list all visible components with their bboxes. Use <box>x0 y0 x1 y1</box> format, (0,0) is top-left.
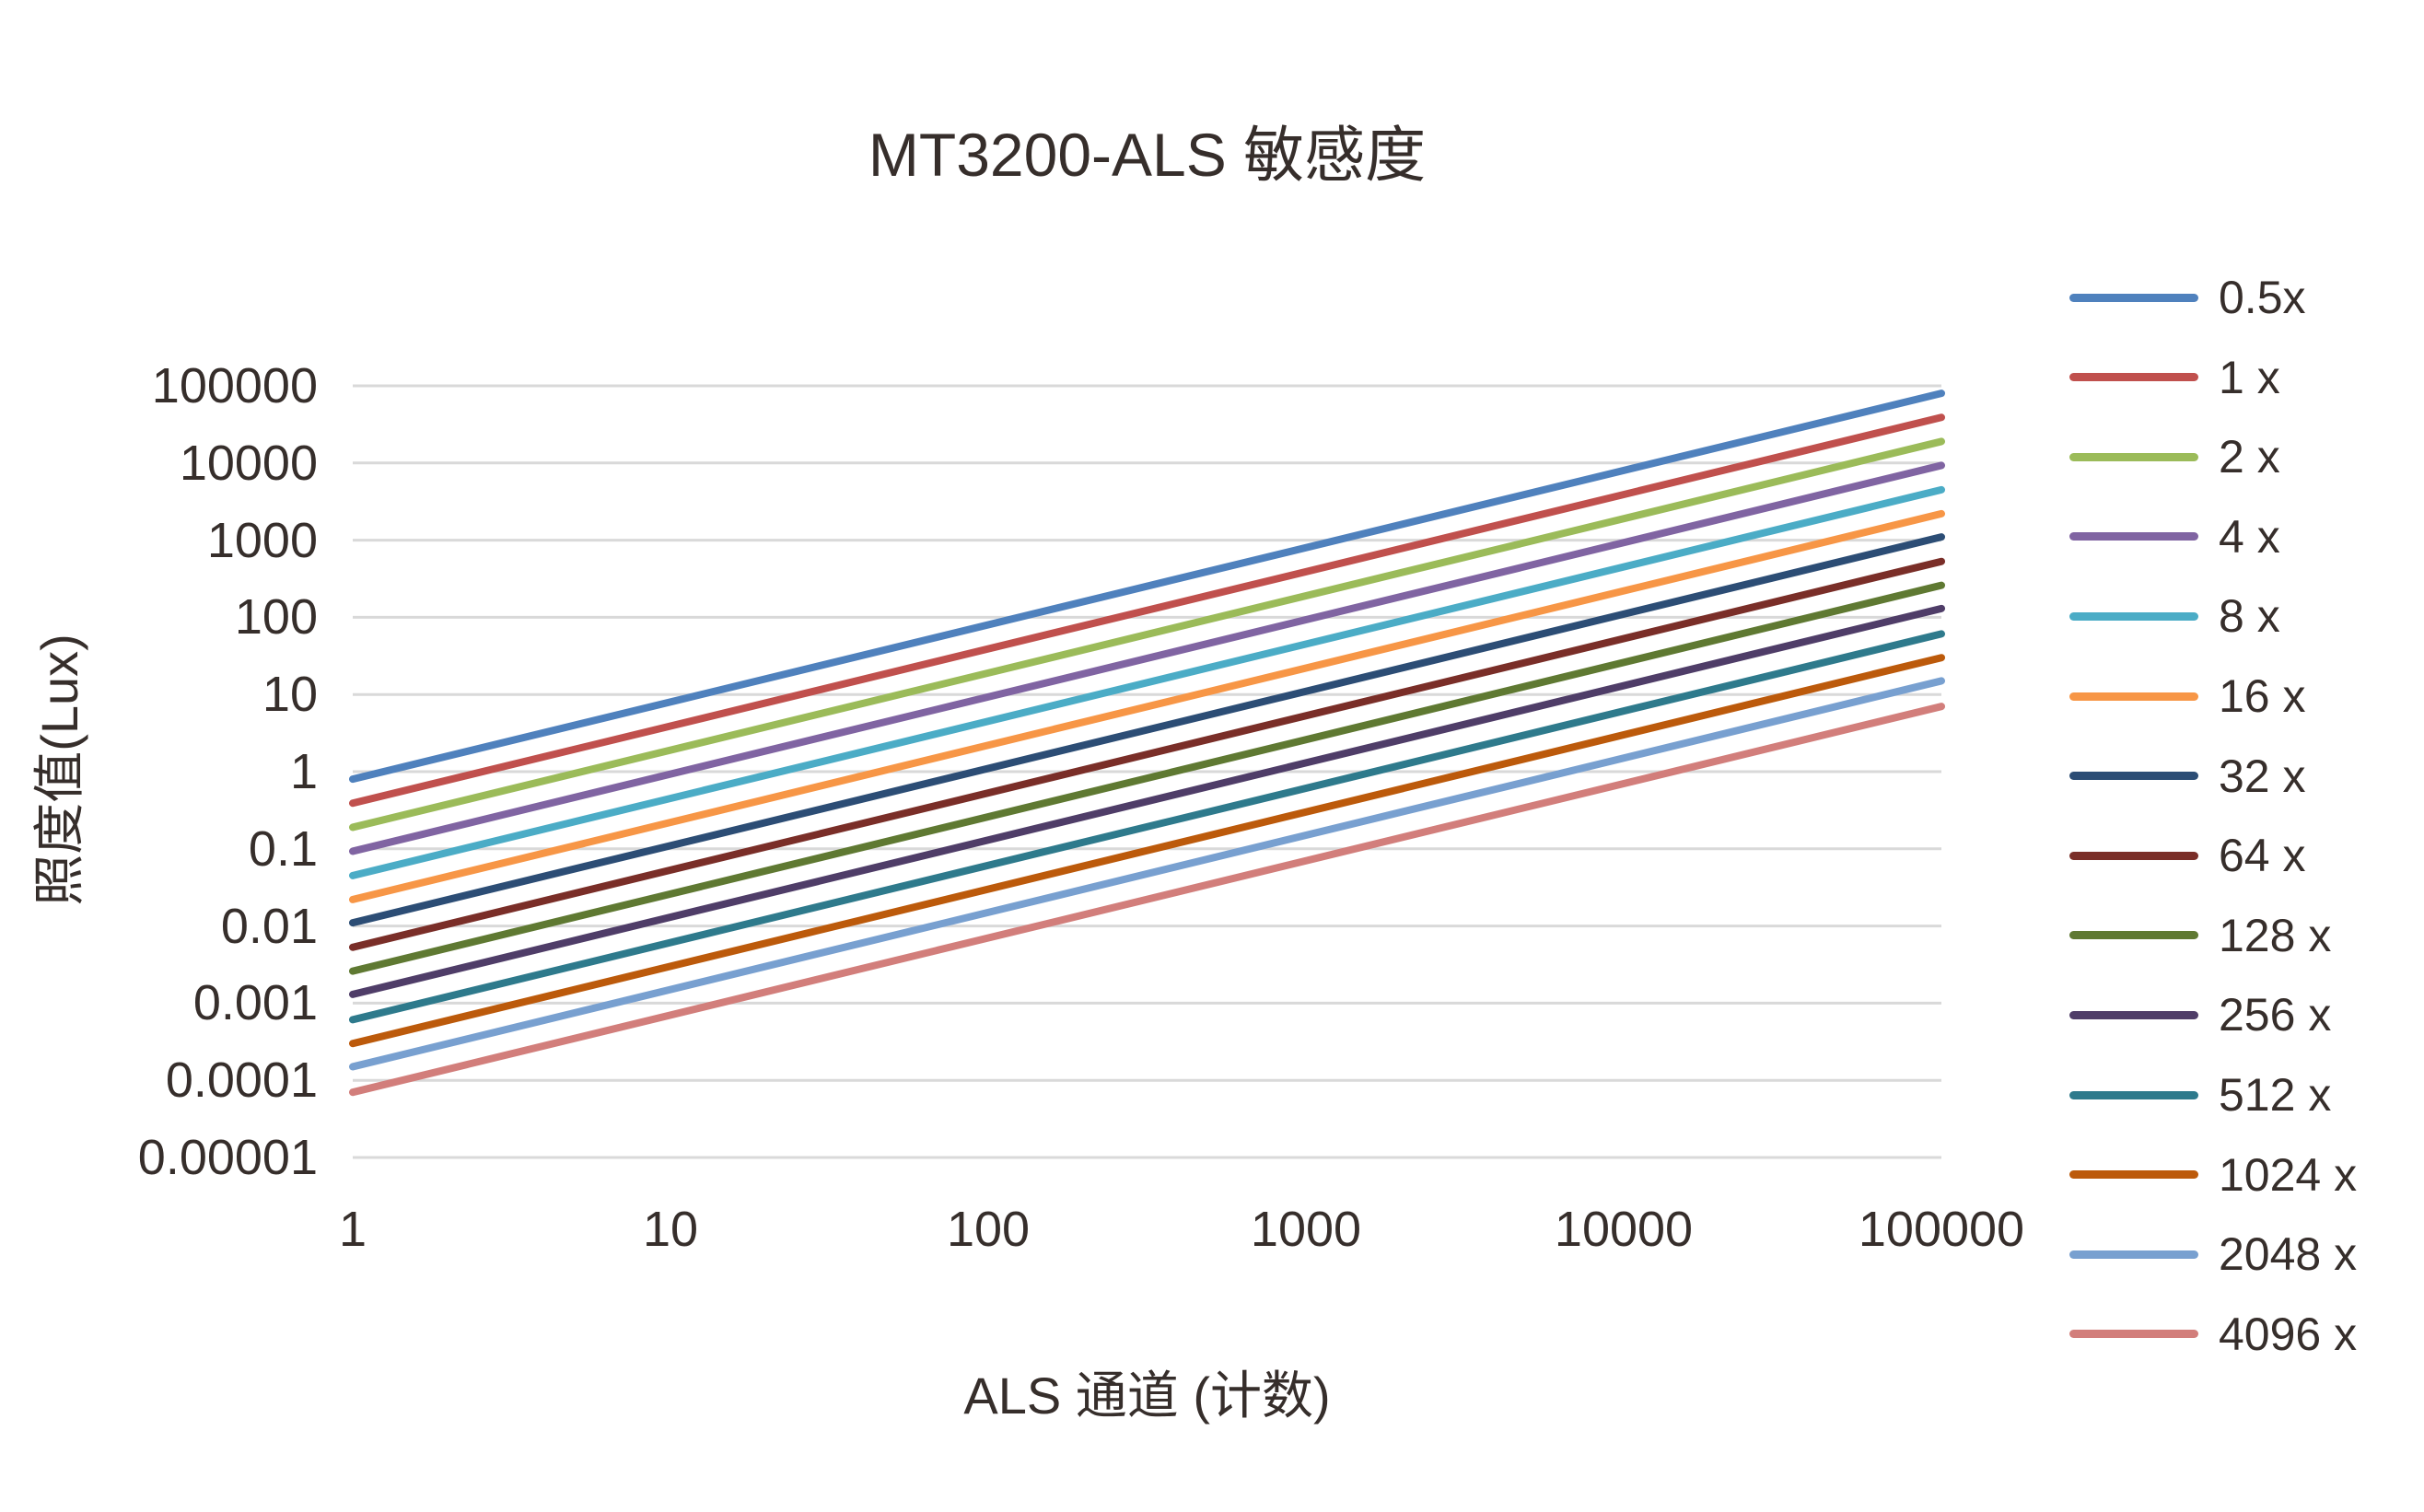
y-tick-label: 1 <box>289 744 318 799</box>
legend-label: 64 x <box>2219 830 2306 882</box>
legend-item: 4 x <box>2069 507 2280 566</box>
legend-label: 8 x <box>2219 590 2280 643</box>
series-line-32x <box>349 533 1945 927</box>
legend-item: 512 x <box>2069 1065 2331 1124</box>
y-tick-label: 0.1 <box>248 820 318 877</box>
x-tick-label: 100 <box>946 1202 1031 1257</box>
legend-swatch <box>2069 1170 2198 1180</box>
legend-swatch <box>2069 851 2198 860</box>
series-line-4x <box>349 461 1945 855</box>
legend-swatch <box>2069 532 2198 541</box>
series-line-1x <box>349 413 1945 808</box>
y-tick-label: 10000 <box>179 435 318 491</box>
y-tick-label: 0.00001 <box>137 1130 318 1185</box>
legend-label: 0.5x <box>2219 272 2306 323</box>
series-line-8x <box>349 485 1945 879</box>
chart-title: MT3200-ALS 敏感度 <box>868 121 1427 189</box>
legend-label: 256 x <box>2219 989 2332 1041</box>
plot-area <box>349 384 1945 1159</box>
y-tick-label: 10 <box>262 667 318 723</box>
series-line-64x <box>349 557 1945 951</box>
series-line-0.5x <box>349 390 1945 784</box>
legend-swatch <box>2069 611 2198 621</box>
legend-swatch <box>2069 1010 2198 1019</box>
x-tick-label: 1000 <box>1250 1202 1362 1257</box>
legend-item: 128 x <box>2069 906 2331 965</box>
legend-swatch <box>2069 452 2198 461</box>
legend-item: 32 x <box>2069 747 2306 806</box>
legend-item: 4096 x <box>2069 1305 2357 1364</box>
series-line-1024x <box>349 654 1945 1048</box>
legend-item: 0.5x <box>2069 268 2306 327</box>
legend-item: 2 x <box>2069 427 2280 486</box>
x-tick-label: 10 <box>642 1202 699 1257</box>
legend-swatch <box>2069 1090 2198 1099</box>
x-tick-label: 10000 <box>1554 1202 1694 1257</box>
legend-swatch <box>2069 293 2198 302</box>
legend-swatch <box>2069 1330 2198 1339</box>
legend-label: 1024 x <box>2219 1148 2358 1201</box>
legend-item: 1 x <box>2069 348 2280 407</box>
legend-swatch <box>2069 931 2198 940</box>
series-line-4096x <box>349 703 1945 1097</box>
legend-label: 2 x <box>2219 431 2280 483</box>
legend-item: 256 x <box>2069 985 2331 1044</box>
series-line-128x <box>349 581 1945 975</box>
series-line-2x <box>349 437 1945 832</box>
series-line-16x <box>349 509 1945 903</box>
y-tick-label: 100000 <box>151 358 318 413</box>
legend-label: 32 x <box>2219 750 2306 802</box>
x-tick-label: 100000 <box>1858 1202 2025 1257</box>
x-tick-label: 1 <box>338 1202 367 1257</box>
legend-swatch <box>2069 772 2198 781</box>
series-line-512x <box>349 630 1945 1024</box>
legend-item: 1024 x <box>2069 1146 2357 1204</box>
legend-item: 8 x <box>2069 587 2280 646</box>
legend-label: 512 x <box>2219 1069 2332 1121</box>
legend-swatch <box>2069 1250 2198 1259</box>
legend-label: 4096 x <box>2219 1308 2358 1360</box>
legend-label: 2048 x <box>2219 1228 2358 1281</box>
y-tick-label: 0.0001 <box>165 1053 318 1109</box>
series-line-2048x <box>349 677 1945 1071</box>
series-line-256x <box>349 604 1945 998</box>
legend-item: 2048 x <box>2069 1225 2357 1284</box>
legend-swatch <box>2069 373 2198 382</box>
legend-item: 64 x <box>2069 826 2306 885</box>
legend-item: 16 x <box>2069 667 2306 726</box>
legend-label: 1 x <box>2219 351 2280 403</box>
legend-label: 16 x <box>2219 670 2306 722</box>
y-tick-label: 100 <box>234 589 318 646</box>
legend-label: 4 x <box>2219 510 2280 563</box>
legend-swatch <box>2069 692 2198 701</box>
legend-label: 128 x <box>2219 909 2332 961</box>
x-axis-title: ALS 通道 (计数) <box>963 1367 1331 1425</box>
y-tick-label: 0.01 <box>220 898 318 954</box>
y-tick-label: 1000 <box>206 512 318 568</box>
y-tick-label: 0.001 <box>192 975 318 1031</box>
